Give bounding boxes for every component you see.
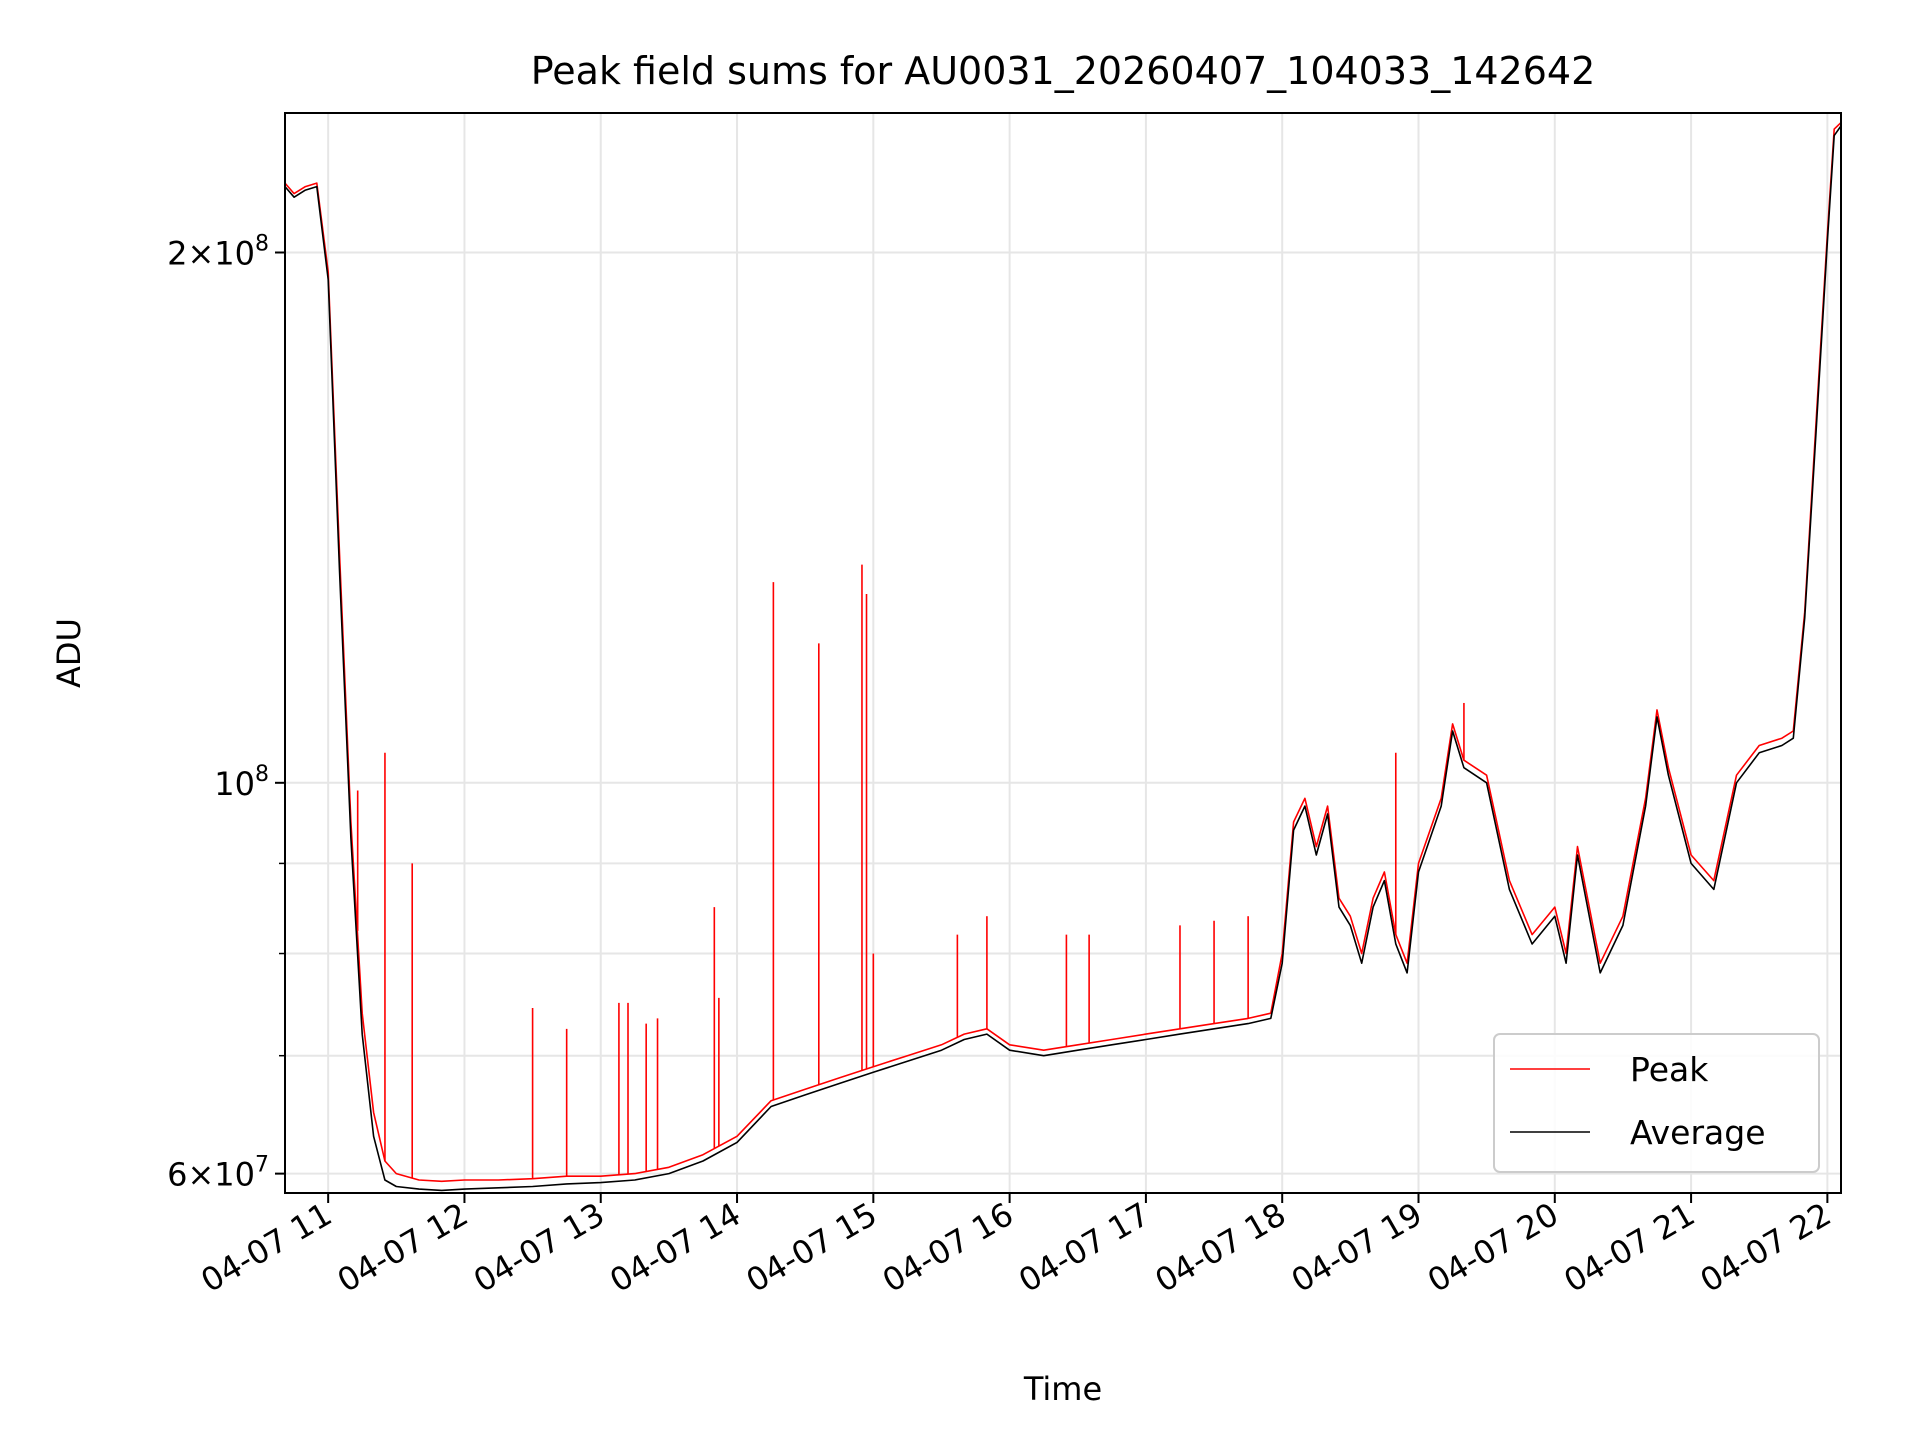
- grid: [285, 113, 1841, 1193]
- legend: Peak Average: [1493, 1033, 1820, 1173]
- y-tick-label: 108: [214, 762, 269, 803]
- y-tick-label: 6×107: [167, 1153, 269, 1194]
- chart-title: Peak field sums for AU0031_20260407_1040…: [531, 49, 1596, 93]
- plot-frame: [284, 112, 1842, 1194]
- legend-peak-label: Peak: [1630, 1050, 1709, 1089]
- series-line-average: [284, 125, 1842, 1192]
- y-axis-label: ADU: [50, 618, 88, 688]
- series-lines: [284, 122, 1842, 1192]
- x-axis-label: Time: [1023, 1370, 1102, 1408]
- y-tick-label: 2×108: [167, 231, 269, 272]
- series-line-peak: [284, 122, 1842, 1183]
- legend-average-label: Average: [1630, 1113, 1766, 1152]
